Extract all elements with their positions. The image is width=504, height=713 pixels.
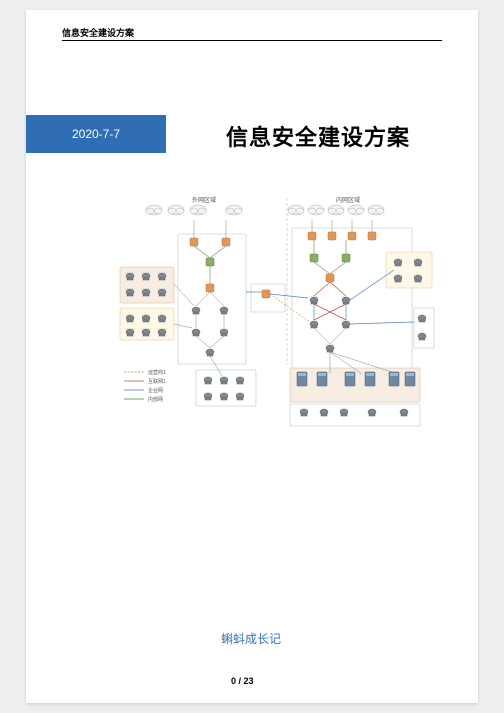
network-diagram: 外网区域 内网区域 运营商1 互联网1 企业网内部网	[114, 192, 440, 432]
zone-label-right: 内网区域	[336, 196, 360, 204]
svg-text:内部网: 内部网	[148, 396, 163, 403]
legend: 运营商1 互联网1 企业网内部网	[124, 369, 166, 403]
clouds	[146, 205, 384, 215]
svg-text:企业网: 企业网	[148, 387, 163, 394]
header-divider	[62, 40, 442, 41]
date-banner: 2020-7-7	[26, 115, 166, 153]
subnet-boxes	[120, 228, 434, 426]
svg-text:运营商1: 运营商1	[148, 369, 166, 376]
zone-label-left: 外网区域	[192, 196, 216, 204]
diagram-svg: 外网区域 内网区域 运营商1 互联网1 企业网内部网	[114, 192, 440, 432]
document-page: 信息安全建设方案 2020-7-7 信息安全建设方案 外网区域 内网区域 运营商…	[26, 10, 478, 703]
page-number: 0 / 23	[231, 676, 254, 686]
date-text: 2020-7-7	[72, 127, 120, 141]
header-title: 信息安全建设方案	[62, 26, 134, 39]
svg-text:互联网1: 互联网1	[148, 378, 166, 385]
page-sep: /	[236, 676, 244, 686]
page-total: 23	[244, 676, 254, 686]
author-text: 蝌蚪成长记	[221, 630, 281, 647]
main-title: 信息安全建设方案	[226, 120, 410, 152]
